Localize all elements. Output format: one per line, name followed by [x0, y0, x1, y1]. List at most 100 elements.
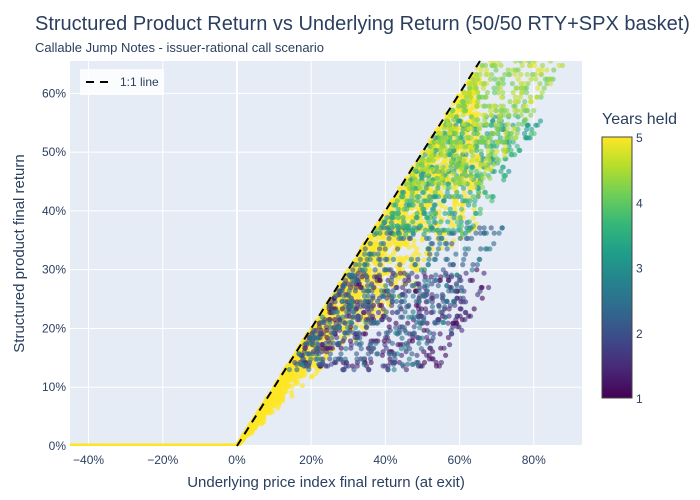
scatter-point	[356, 330, 362, 336]
scatter-point	[386, 324, 392, 330]
scatter-point	[457, 118, 463, 124]
scatter-point	[471, 121, 477, 127]
scatter-point	[460, 185, 467, 191]
scatter-point	[410, 361, 416, 367]
scatter-point	[429, 180, 435, 186]
chart-subtitle: Callable Jump Notes - issuer-rational ca…	[35, 40, 324, 55]
scatter-point	[444, 189, 450, 195]
scatter-point	[443, 256, 449, 262]
scatter-point	[471, 131, 477, 137]
scatter-point	[399, 335, 405, 341]
scatter-point	[437, 309, 443, 315]
scatter-point	[470, 223, 476, 229]
scatter-point	[366, 288, 372, 294]
scatter-point	[365, 283, 371, 289]
colorbar-tick-label: 4	[636, 196, 643, 210]
scatter-point	[402, 241, 409, 247]
scatter-point	[477, 71, 483, 78]
scatter-point	[382, 219, 388, 225]
scatter-point	[349, 298, 355, 304]
scatter-point	[454, 189, 460, 195]
scatter-point	[447, 135, 453, 141]
scatter-point	[525, 122, 531, 128]
scatter-point	[470, 102, 476, 108]
scatter-point	[430, 157, 437, 163]
scatter-point	[461, 157, 467, 163]
scatter-point	[418, 157, 424, 163]
scatter-point	[430, 335, 436, 341]
scatter-point	[362, 262, 368, 268]
scatter-point	[440, 293, 446, 299]
scatter-point	[444, 148, 451, 154]
scatter-point	[452, 210, 458, 216]
legend[interactable]: 1:1 line	[80, 69, 164, 95]
scatter-point	[338, 345, 344, 351]
scatter-point	[426, 235, 432, 241]
scatter-point	[525, 81, 531, 87]
scatter-point	[502, 139, 508, 145]
scatter-point	[502, 144, 509, 150]
scatter-point	[437, 331, 443, 337]
scatter-point	[448, 288, 455, 294]
scatter-point	[392, 356, 398, 362]
scatter-point	[446, 130, 453, 136]
scatter-point	[524, 90, 530, 96]
scatter-point	[389, 302, 395, 308]
scatter-point	[421, 319, 427, 325]
scatter-point	[309, 373, 315, 379]
scatter-point	[556, 62, 562, 69]
scatter-point	[474, 117, 480, 123]
scatter-point	[456, 103, 462, 109]
scatter-point	[421, 180, 427, 186]
scatter-point	[421, 327, 427, 333]
scatter-point	[409, 351, 415, 357]
scatter-point	[498, 126, 504, 132]
scatter-point	[294, 361, 300, 367]
scatter-point	[403, 223, 410, 229]
scatter-point	[380, 236, 387, 242]
scatter-point	[445, 175, 451, 181]
scatter-point	[470, 215, 476, 221]
scatter-point	[440, 166, 446, 172]
scatter-point	[535, 67, 541, 73]
y-tick-label: 10%	[42, 380, 66, 394]
scatter-point	[424, 215, 430, 221]
scatter-point	[302, 371, 308, 377]
scatter-point	[306, 361, 312, 367]
scatter-point	[416, 288, 422, 294]
scatter-point	[395, 309, 401, 315]
scatter-point	[512, 108, 518, 114]
scatter-point	[368, 283, 374, 289]
scatter-point	[499, 108, 505, 114]
scatter-point	[337, 356, 344, 362]
scatter-point	[395, 227, 401, 233]
scatter-point	[389, 340, 395, 346]
scatter-point	[451, 194, 458, 200]
scatter-point	[421, 210, 427, 216]
scatter-point	[461, 256, 467, 262]
scatter-point	[328, 361, 334, 367]
scatter-point	[454, 295, 460, 301]
scatter-point	[406, 277, 412, 283]
scatter-point	[372, 267, 378, 273]
scatter-point	[489, 194, 495, 200]
scatter-point	[475, 194, 481, 200]
scatter-point	[438, 130, 444, 136]
x-tick-label: −40%	[73, 453, 104, 467]
scatter-point	[403, 210, 409, 216]
scatter-point	[426, 166, 432, 172]
scatter-point	[395, 242, 401, 248]
scatter-point	[538, 94, 544, 100]
scatter-point	[486, 135, 492, 141]
scatter-point	[409, 194, 415, 200]
scatter-point	[454, 153, 460, 159]
scatter-point	[418, 184, 424, 190]
scatter-point	[370, 293, 376, 299]
scatter-point	[420, 206, 426, 212]
scatter-point	[347, 304, 354, 310]
scatter-point	[377, 262, 383, 268]
scatter-point	[406, 288, 412, 294]
colorbar-title: Years held	[602, 111, 677, 128]
scatter-point	[481, 162, 487, 168]
scatter-point	[440, 267, 446, 273]
